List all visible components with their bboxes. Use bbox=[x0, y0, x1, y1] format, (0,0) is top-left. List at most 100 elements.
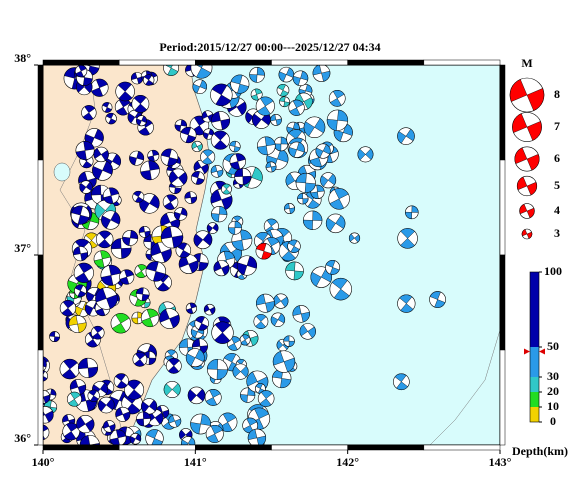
latest-event-mechanism-quadrants bbox=[255, 243, 272, 260]
lon-tick-label: 143° bbox=[489, 455, 512, 469]
magnitude-legend-label: 3 bbox=[554, 226, 560, 240]
frame-segment bbox=[195, 444, 272, 451]
trench-line bbox=[429, 329, 500, 445]
event-mechanism-quadrants bbox=[297, 193, 309, 205]
event-mechanism bbox=[24, 371, 39, 386]
event-mechanism-quadrants bbox=[232, 365, 249, 378]
event-mechanism-quadrants bbox=[186, 302, 197, 314]
event-mechanism-quadrants bbox=[115, 373, 128, 389]
event-mechanism-quadrants bbox=[326, 215, 346, 232]
prefecture-border bbox=[59, 65, 126, 445]
event-mechanism-quadrants bbox=[75, 65, 87, 78]
event-mechanism-quadrants bbox=[247, 428, 266, 445]
frame-segment bbox=[195, 59, 272, 66]
event-mechanism-quadrants bbox=[133, 95, 148, 113]
event-mechanism-quadrants bbox=[257, 136, 276, 155]
event-mechanism-quadrants bbox=[117, 81, 133, 102]
event-mechanism-quadrants bbox=[79, 435, 100, 445]
event-mechanism-quadrants bbox=[136, 115, 147, 126]
event-mechanism-quadrants bbox=[429, 291, 446, 308]
event-mechanism-quadrants bbox=[110, 238, 132, 259]
event-mechanism-quadrants bbox=[272, 351, 296, 373]
event-mechanism-quadrants bbox=[211, 111, 230, 130]
event-mechanism-quadrants bbox=[43, 424, 49, 441]
event-mechanism-quadrants bbox=[61, 359, 78, 380]
frame-segment bbox=[347, 444, 425, 451]
event-mechanism-quadrants bbox=[394, 373, 409, 390]
event-mechanism-quadrants bbox=[299, 324, 316, 339]
event-mechanism-quadrants bbox=[69, 379, 87, 395]
event-mechanism-quadrants bbox=[75, 262, 93, 283]
event-mechanism-quadrants bbox=[147, 149, 160, 162]
event-mechanism bbox=[15, 407, 30, 422]
magnitude-legend-label: 4 bbox=[554, 203, 560, 217]
frame-segment bbox=[499, 349, 506, 446]
event-mechanism-quadrants bbox=[207, 359, 228, 380]
event-mechanism-quadrants bbox=[270, 114, 282, 126]
frame-segment bbox=[423, 59, 501, 66]
event-mechanism-quadrants bbox=[79, 181, 93, 193]
event-mechanism-quadrants bbox=[129, 150, 145, 166]
event-mechanism-quadrants bbox=[206, 223, 219, 233]
frame-segment bbox=[37, 159, 44, 256]
event-mechanism-quadrants bbox=[191, 141, 203, 152]
event-mechanism-quadrants bbox=[312, 65, 331, 82]
event-mechanism-quadrants bbox=[303, 210, 323, 230]
event-mechanism-quadrants bbox=[143, 74, 154, 86]
event-mechanism-quadrants bbox=[98, 398, 115, 412]
event-mechanism-quadrants bbox=[326, 109, 348, 131]
event-mechanism-quadrants bbox=[211, 206, 228, 223]
event-mechanism-quadrants bbox=[101, 211, 121, 229]
event-mechanism-quadrants bbox=[256, 294, 275, 313]
event-mechanism-quadrants bbox=[303, 118, 326, 137]
event-mechanism-quadrants bbox=[92, 326, 104, 340]
map-area bbox=[0, 65, 500, 449]
event-mechanism-quadrants bbox=[43, 370, 48, 382]
event-mechanism-quadrants bbox=[230, 74, 249, 94]
event-mechanism-quadrants bbox=[98, 230, 112, 249]
event-mechanism-quadrants bbox=[119, 269, 134, 285]
event-mechanism-quadrants bbox=[185, 349, 205, 367]
event-mechanism-quadrants bbox=[285, 261, 304, 281]
event-mechanism-quadrants bbox=[399, 294, 414, 313]
event-mechanism-quadrants bbox=[167, 358, 180, 374]
depth-tick-label: 30 bbox=[547, 369, 559, 383]
event-mechanism-quadrants bbox=[95, 287, 118, 309]
depth-color-band bbox=[530, 272, 539, 347]
depth-tick-label: 0 bbox=[550, 414, 556, 428]
event-mechanism-quadrants bbox=[159, 309, 180, 329]
event-mechanism-quadrants bbox=[214, 321, 231, 344]
event-mechanism-quadrants bbox=[279, 96, 290, 107]
event-mechanism-quadrants bbox=[277, 84, 289, 97]
event-mechanism-quadrants bbox=[292, 70, 309, 86]
depth-color-band bbox=[530, 377, 539, 392]
lake bbox=[53, 162, 71, 182]
event-mechanism-quadrants bbox=[163, 194, 178, 210]
event-mechanism-quadrants bbox=[174, 119, 187, 132]
event-mechanism-quadrants bbox=[397, 128, 415, 144]
event-mechanism-quadrants bbox=[222, 183, 231, 195]
event-mechanism-quadrants bbox=[150, 242, 172, 263]
event-mechanism-quadrants bbox=[163, 383, 181, 396]
event-mechanism-quadrants bbox=[288, 239, 300, 253]
event-mechanism-quadrants bbox=[190, 413, 211, 435]
event-mechanism-quadrants bbox=[206, 425, 223, 443]
event-mechanism-quadrants bbox=[284, 203, 295, 214]
frame-segment bbox=[271, 444, 348, 451]
event-mechanism-quadrants bbox=[93, 250, 111, 268]
event-mechanism-quadrants bbox=[255, 314, 267, 329]
event-mechanism-quadrants bbox=[213, 260, 230, 276]
magnitude-legend-ball-quadrants bbox=[517, 176, 537, 196]
event-mechanism bbox=[0, 434, 14, 449]
event-mechanism-quadrants bbox=[292, 305, 310, 323]
frame-segment bbox=[423, 444, 501, 451]
depth-marker bbox=[524, 348, 545, 355]
event-mechanism-quadrants bbox=[192, 79, 207, 94]
event-mechanism-quadrants bbox=[76, 416, 95, 432]
lat-tick-label: 36° bbox=[14, 431, 31, 445]
event-mechanism-quadrants bbox=[357, 148, 374, 161]
event-mechanism-quadrants bbox=[329, 188, 349, 210]
depth-tick-label: 50 bbox=[547, 339, 559, 353]
event-mechanism-quadrants bbox=[229, 153, 246, 170]
